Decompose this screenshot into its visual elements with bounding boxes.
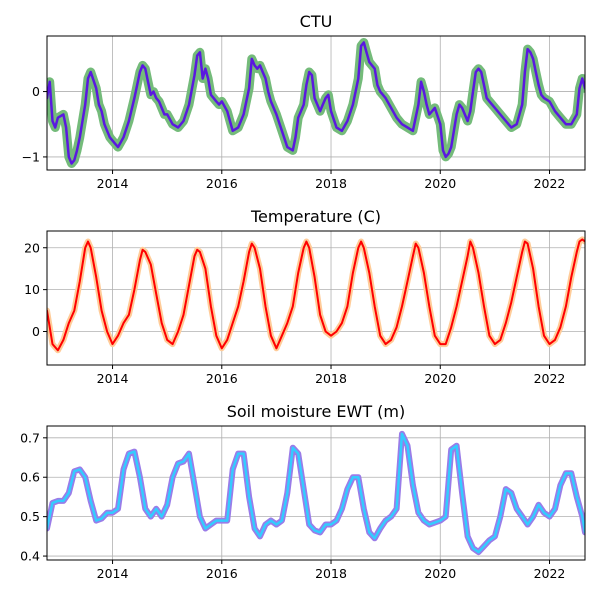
y-tick-label: 0 xyxy=(32,324,40,339)
x-tick-label: 2016 xyxy=(206,176,238,191)
y-tick-label: 0.7 xyxy=(20,430,40,445)
x-tick-label: 2020 xyxy=(424,371,456,386)
y-tick-label: 0 xyxy=(32,84,40,99)
plot-frame xyxy=(46,230,586,366)
series-line xyxy=(47,41,585,165)
x-tick-label: 2022 xyxy=(534,566,566,581)
x-tick-label: 2016 xyxy=(206,566,238,581)
y-tick-label: 10 xyxy=(24,282,40,297)
y-tick-label: 0.5 xyxy=(20,509,40,524)
x-tick-label: 2018 xyxy=(315,176,347,191)
x-tick-label: 2020 xyxy=(424,176,456,191)
temperature-title: Temperature (C) xyxy=(250,207,381,226)
x-tick-label: 2014 xyxy=(97,566,129,581)
x-tick-label: 2020 xyxy=(424,566,456,581)
x-tick-label: 2016 xyxy=(206,371,238,386)
x-tick-label: 2014 xyxy=(97,371,129,386)
y-tick-label: 20 xyxy=(24,240,40,255)
x-tick-label: 2014 xyxy=(97,176,129,191)
series-line-shadow xyxy=(47,236,585,354)
ctu-title: CTU xyxy=(300,12,333,31)
soil-moisture-panel: Soil moisture EWT (m) 2014 2016 2018 2020 20… xyxy=(20,402,586,581)
series-line xyxy=(47,238,585,352)
x-tick-label: 2022 xyxy=(534,371,566,386)
y-tick-label: −1 xyxy=(22,149,40,164)
y-tick-label: 0.6 xyxy=(20,470,40,485)
plot-frame xyxy=(46,35,586,171)
soil-moisture-title: Soil moisture EWT (m) xyxy=(227,402,406,421)
ctu-panel: CTU 2014 2016 2018 2020 2022 −1 0 xyxy=(22,12,586,191)
x-tick-label: 2018 xyxy=(315,566,347,581)
x-tick-label: 2018 xyxy=(315,371,347,386)
x-tick-label: 2022 xyxy=(534,176,566,191)
temperature-panel: Temperature (C) 2014 2016 2018 2020 2022 0 10 2… xyxy=(24,207,586,386)
series-line xyxy=(47,432,585,554)
plot-frame xyxy=(46,425,586,561)
y-tick-label: 0.4 xyxy=(20,549,40,564)
